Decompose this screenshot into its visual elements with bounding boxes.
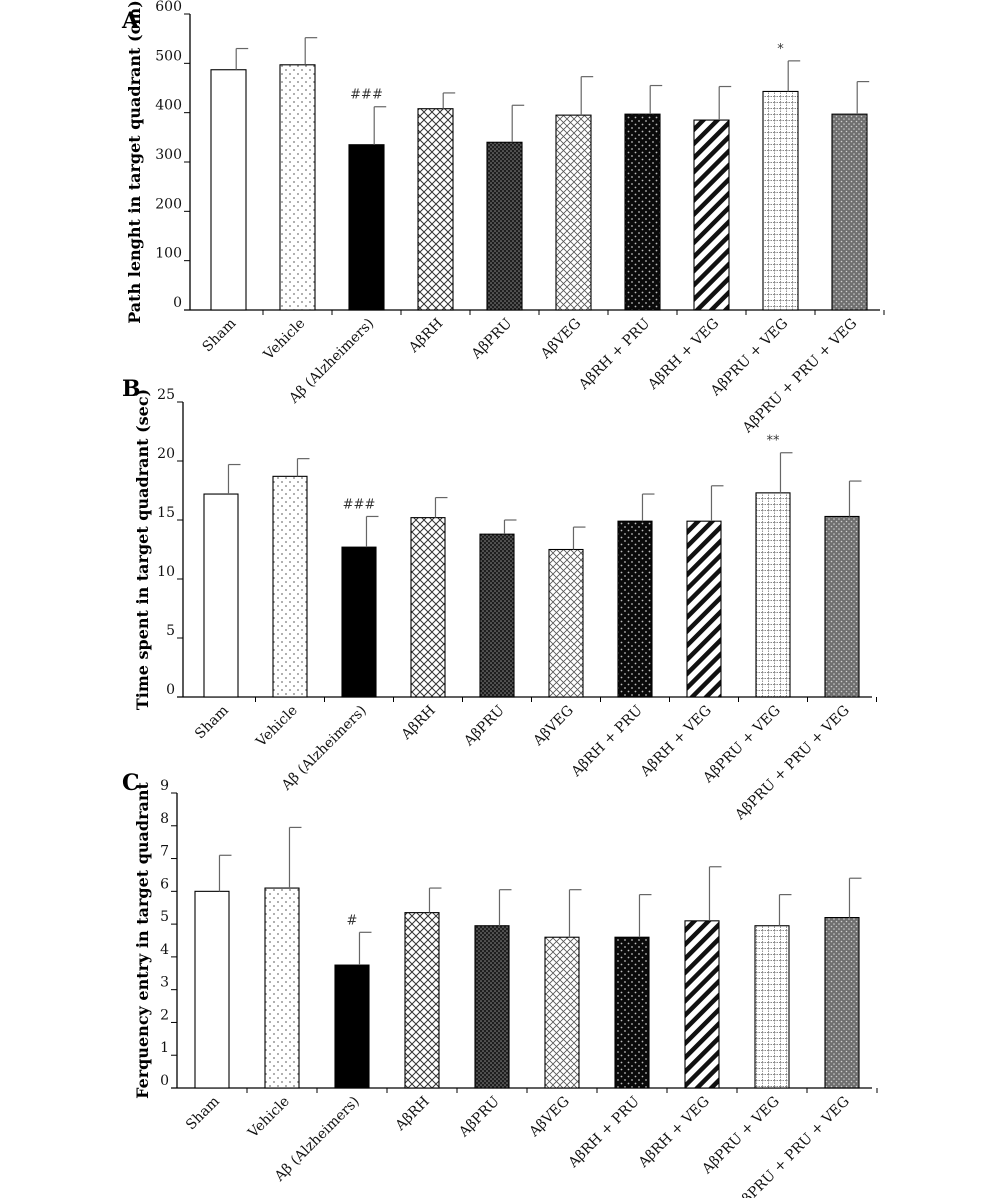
x-tick-label: Vehicle <box>260 316 308 364</box>
bar[interactable] <box>410 517 446 698</box>
y-tick-label: 600 <box>155 0 182 15</box>
bar[interactable] <box>614 936 650 1089</box>
y-axis-label: Time spent in target quadrant (sec) <box>133 389 152 710</box>
significance-marker: ** <box>767 434 781 449</box>
x-tick-label: AβVEG <box>526 1094 573 1141</box>
x-tick-label: Vehicle <box>253 703 301 751</box>
bar[interactable] <box>684 920 720 1089</box>
x-tick-label: AβRH <box>405 316 446 357</box>
panel-label: C <box>122 770 140 796</box>
x-tick-label: AβPRU <box>460 702 507 749</box>
y-tick-label: 4 <box>160 942 169 958</box>
bar[interactable] <box>824 515 860 698</box>
bar[interactable] <box>555 114 592 311</box>
y-tick-label: 8 <box>160 811 169 827</box>
y-tick-label: 1 <box>160 1040 169 1056</box>
bar[interactable] <box>831 113 868 311</box>
bar[interactable] <box>824 917 860 1089</box>
x-tick-label: AβPRU + PRU + VEG <box>739 316 860 437</box>
y-tick-label: 3 <box>160 975 169 991</box>
bar[interactable] <box>341 546 377 698</box>
significance-marker: # <box>347 913 358 928</box>
y-tick-label: 300 <box>155 147 182 163</box>
bar[interactable] <box>203 493 239 698</box>
bar[interactable] <box>479 533 515 698</box>
x-tick-label: AβRH + VEG <box>644 316 722 394</box>
bar[interactable] <box>272 475 308 698</box>
bar[interactable] <box>548 548 584 698</box>
x-tick-label: AβRH <box>392 1094 433 1135</box>
y-tick-label: 7 <box>160 844 169 860</box>
x-tick-label: AβPRU + PRU + VEG <box>732 1094 853 1198</box>
bar[interactable] <box>544 936 580 1089</box>
x-tick-label: AβRH + PRU <box>575 315 653 393</box>
x-tick-label: Sham <box>183 1094 223 1134</box>
x-tick-label: Vehicle <box>245 1094 293 1142</box>
y-tick-label: 25 <box>157 387 175 403</box>
bar[interactable] <box>686 520 722 698</box>
x-tick-label: AβRH + VEG <box>635 1094 713 1172</box>
y-tick-label: 200 <box>155 196 182 212</box>
panel-label: B <box>122 376 141 402</box>
y-tick-label: 400 <box>155 98 182 114</box>
y-tick-label: 0 <box>173 295 182 311</box>
bar[interactable] <box>754 925 790 1089</box>
bar[interactable] <box>617 520 653 698</box>
bar[interactable] <box>624 113 661 311</box>
bar[interactable] <box>279 64 316 311</box>
bar[interactable] <box>334 964 370 1089</box>
x-tick-label: AβVEG <box>537 316 584 363</box>
x-tick-label: AβPRU <box>455 1093 502 1140</box>
y-tick-label: 100 <box>155 246 182 262</box>
y-tick-label: 500 <box>155 48 182 64</box>
y-tick-label: 0 <box>166 682 175 698</box>
y-tick-label: 0 <box>160 1073 169 1089</box>
bar[interactable] <box>264 887 300 1089</box>
y-axis-label: Path lenght in target quadrant (cm) <box>125 0 144 324</box>
y-tick-label: 6 <box>160 876 169 892</box>
x-tick-label: AβRH + VEG <box>637 703 715 781</box>
y-axis-label: Ferquency entry in target quadrant <box>133 781 152 1098</box>
x-tick-label: AβPRU <box>468 315 515 362</box>
bar[interactable] <box>486 141 523 311</box>
x-tick-label: AβPRU + PRU + VEG <box>732 703 853 824</box>
significance-marker: ### <box>343 497 376 512</box>
bar[interactable] <box>693 119 730 311</box>
y-tick-label: 5 <box>166 623 175 639</box>
bar[interactable] <box>474 925 510 1089</box>
bar[interactable] <box>348 144 385 311</box>
y-tick-label: 10 <box>157 564 175 580</box>
y-tick-label: 20 <box>157 446 175 462</box>
x-tick-label: AβRH + PRU <box>565 1093 643 1171</box>
bar[interactable] <box>210 69 247 311</box>
bar[interactable] <box>762 90 799 311</box>
y-tick-label: 2 <box>160 1007 169 1023</box>
bar[interactable] <box>755 492 791 698</box>
x-tick-label: Sham <box>192 703 232 743</box>
x-tick-label: AβRH <box>398 703 439 744</box>
x-tick-label: Sham <box>200 316 240 356</box>
y-tick-label: 15 <box>157 505 175 521</box>
x-tick-label: AβVEG <box>530 703 577 750</box>
y-tick-label: 5 <box>160 909 169 925</box>
y-tick-label: 9 <box>160 778 169 794</box>
panel-label: A <box>121 8 140 34</box>
bar[interactable] <box>194 890 230 1089</box>
bar[interactable] <box>417 108 454 311</box>
bar[interactable] <box>404 912 440 1089</box>
significance-marker: * <box>777 42 784 57</box>
x-tick-label: AβRH + PRU <box>568 702 646 780</box>
significance-marker: ### <box>350 88 383 103</box>
